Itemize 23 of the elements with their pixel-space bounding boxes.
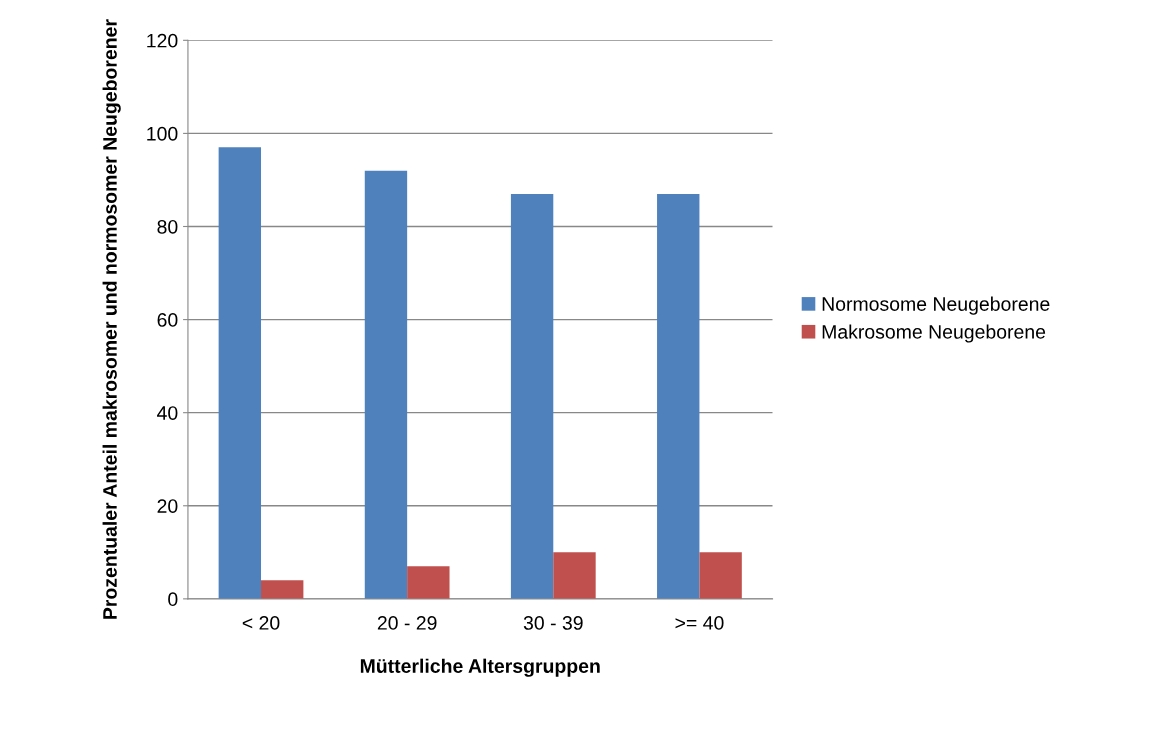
y-tick-label: 120 <box>147 33 178 48</box>
x-tick-label: >= 40 <box>675 616 724 630</box>
y-tick-label: 80 <box>157 219 178 234</box>
y-tick-label: 60 <box>157 313 178 327</box>
bar <box>699 552 742 599</box>
bar <box>261 580 304 599</box>
bar <box>510 193 554 599</box>
legend-label: Makrosome Neugeborene <box>822 324 1046 343</box>
y-tick-label: 40 <box>157 406 178 420</box>
y-tick-label: 0 <box>168 592 178 607</box>
bar <box>553 552 596 599</box>
bar <box>218 147 262 599</box>
bar <box>407 566 450 599</box>
y-tick-label: 20 <box>157 499 178 514</box>
x-tick-label: 20 - 29 <box>377 616 437 630</box>
x-tick-label: 30 - 39 <box>523 616 583 630</box>
bar <box>657 193 700 599</box>
x-axis-title: Mütterliche Altersgruppen <box>360 658 600 677</box>
x-tick-label: < 20 <box>242 616 280 630</box>
legend-label: Normosome Neugeborene <box>822 296 1050 315</box>
y-axis-title: Prozentualer Anteil makrosomer und normosomer Neugeborener <box>102 19 121 619</box>
y-tick-label: 100 <box>147 126 178 141</box>
bar <box>364 170 408 599</box>
